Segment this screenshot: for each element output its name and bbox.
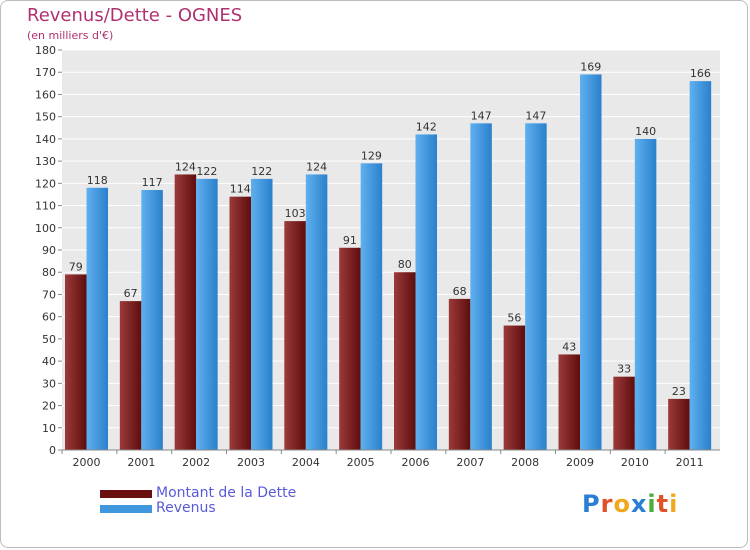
data-label-revenus-2003: 122	[251, 165, 272, 178]
bar-revenus-2008	[525, 123, 547, 450]
data-label-debt-2004: 103	[285, 207, 306, 220]
y-tick-label: 180	[35, 44, 56, 57]
proxiti-logo: Proxiti	[582, 490, 678, 518]
chart-subtitle: (en milliers d'€)	[27, 29, 114, 42]
data-label-revenus-2008: 147	[525, 109, 546, 122]
y-tick-label: 60	[42, 311, 56, 324]
x-tick-label-2008: 2008	[511, 456, 539, 469]
bar-debt-2007	[448, 298, 471, 450]
legend-label-debt: Montant de la Dette	[156, 485, 297, 501]
bar-revenus-2004	[305, 174, 328, 450]
y-tick-label: 110	[35, 200, 56, 213]
data-label-revenus-2009: 169	[580, 60, 601, 73]
bar-debt-2001	[119, 301, 142, 450]
data-label-revenus-2007: 147	[471, 109, 492, 122]
x-tick-label-2002: 2002	[182, 456, 210, 469]
x-tick-label-2001: 2001	[127, 456, 155, 469]
data-label-debt-2003: 114	[230, 183, 251, 196]
data-label-debt-2009: 43	[562, 340, 576, 353]
x-tick-label-2006: 2006	[402, 456, 430, 469]
legend-label-revenus: Revenus	[156, 500, 216, 516]
y-tick-label: 90	[42, 244, 56, 257]
data-label-debt-2000: 79	[69, 260, 83, 273]
data-label-debt-2001: 67	[124, 287, 138, 300]
y-tick-label: 70	[42, 288, 56, 301]
data-label-revenus-2004: 124	[306, 160, 327, 173]
logo-letter: o	[613, 490, 631, 518]
y-tick-label: 10	[42, 422, 56, 435]
bar-debt-2000	[65, 274, 87, 450]
x-tick-label-2000: 2000	[73, 456, 101, 469]
logo-letter: r	[600, 490, 614, 518]
data-label-debt-2010: 33	[617, 363, 631, 376]
bar-revenus-2007	[470, 123, 492, 450]
bars	[65, 74, 712, 451]
legend-swatch-debt	[100, 490, 152, 498]
y-tick-label: 170	[35, 66, 56, 79]
data-label-revenus-2002: 122	[196, 165, 217, 178]
y-tick-label: 30	[42, 377, 56, 390]
y-tick-label: 40	[42, 355, 56, 368]
bar-debt-2003	[229, 196, 251, 450]
legend-swatch-revenus	[100, 505, 152, 513]
y-tick-label: 120	[35, 177, 56, 190]
x-tick-label-2003: 2003	[237, 456, 265, 469]
bar-revenus-2006	[415, 134, 437, 450]
bar-revenus-2000	[86, 187, 108, 450]
y-tick-label: 100	[35, 222, 56, 235]
y-tick-label: 160	[35, 88, 56, 101]
y-tick-label: 0	[49, 444, 56, 457]
x-tick-label-2004: 2004	[292, 456, 320, 469]
bar-debt-2005	[339, 247, 361, 450]
data-label-revenus-2001: 117	[142, 176, 163, 189]
data-label-revenus-2005: 129	[361, 149, 382, 162]
bar-debt-2002	[174, 174, 197, 450]
y-tick-label: 140	[35, 133, 56, 146]
data-label-debt-2008: 56	[507, 312, 521, 325]
x-tick-label-2010: 2010	[621, 456, 649, 469]
data-label-revenus-2011: 166	[690, 67, 711, 80]
bar-revenus-2002	[196, 178, 218, 450]
logo-letter: i	[647, 490, 657, 518]
data-label-revenus-2000: 118	[87, 174, 108, 187]
y-tick-label: 20	[42, 400, 56, 413]
data-label-debt-2007: 68	[453, 285, 467, 298]
data-label-debt-2011: 23	[672, 385, 686, 398]
logo-letter: i	[669, 490, 679, 518]
bar-debt-2011	[668, 398, 690, 450]
chart-title: Revenus/Dette - OGNES	[27, 5, 243, 26]
bar-revenus-2010	[634, 138, 657, 450]
data-label-debt-2002: 124	[175, 160, 196, 173]
bar-revenus-2005	[360, 163, 383, 451]
data-label-revenus-2010: 140	[635, 125, 656, 138]
y-tick-label: 50	[42, 333, 56, 346]
bar-revenus-2011	[689, 81, 712, 450]
y-tick-label: 150	[35, 111, 56, 124]
data-label-debt-2006: 80	[398, 258, 412, 271]
x-tick-label-2005: 2005	[347, 456, 375, 469]
y-tick-label: 130	[35, 155, 56, 168]
bar-debt-2009	[558, 354, 580, 450]
data-label-debt-2005: 91	[343, 234, 357, 247]
x-tick-label-2011: 2011	[676, 456, 704, 469]
logo-letter: t	[656, 490, 670, 518]
x-tick-label-2009: 2009	[566, 456, 594, 469]
data-label-revenus-2006: 142	[416, 120, 437, 133]
y-axis-ticks: 0 10 20 30 40 50 60 70 80 90 100 110 120 130 140 150 160…	[35, 44, 62, 457]
logo-letter: P	[582, 490, 601, 518]
logo-letter: x	[630, 490, 648, 518]
bar-revenus-2001	[141, 190, 163, 450]
bar-debt-2006	[394, 272, 416, 450]
bar-debt-2010	[613, 376, 635, 450]
bar-debt-2008	[503, 325, 526, 450]
y-tick-label: 80	[42, 266, 56, 279]
x-tick-label-2007: 2007	[456, 456, 484, 469]
bar-revenus-2003	[251, 178, 273, 450]
x-axis-ticks: 2000 2001 2002 2003 2004 2005 2006 2007 2008 2009…	[61, 450, 704, 469]
bar-revenus-2009	[580, 74, 602, 450]
bar-debt-2004	[284, 221, 306, 450]
